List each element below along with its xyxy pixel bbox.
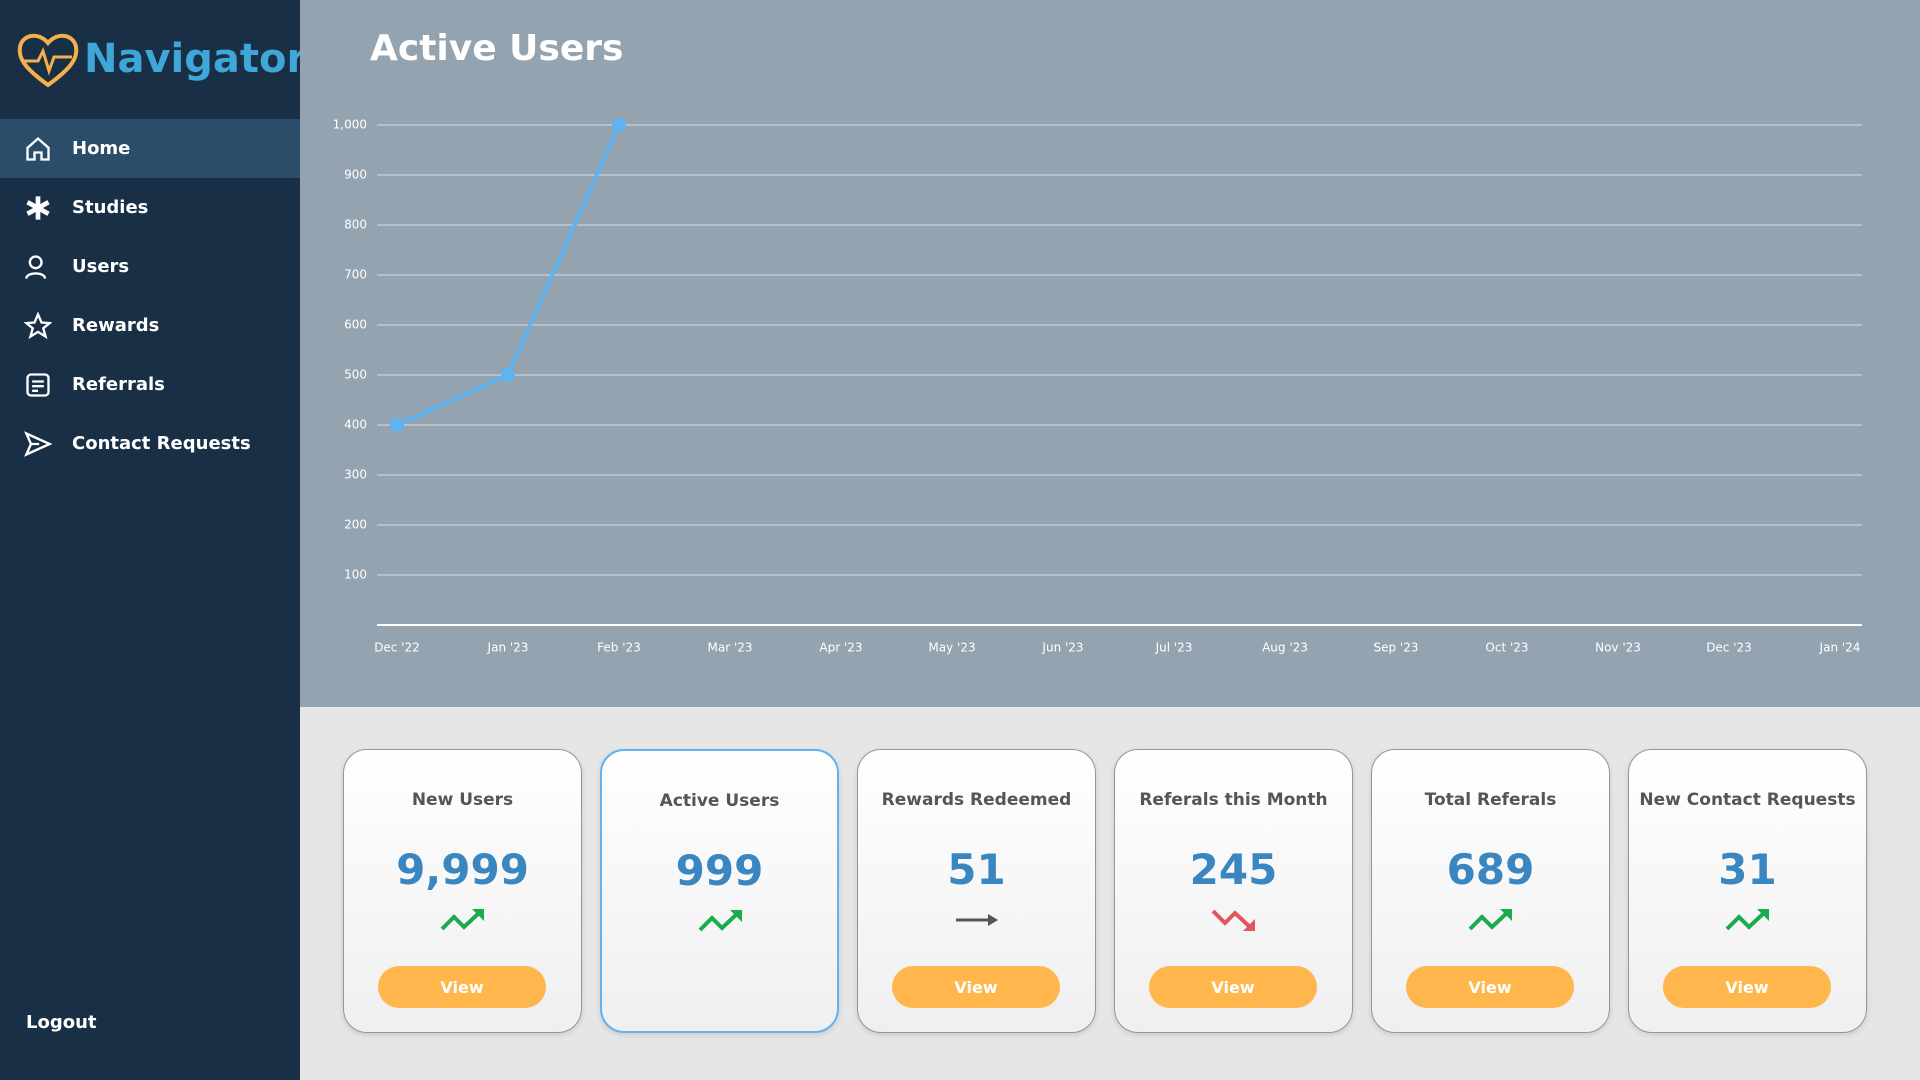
x-tick-label: Sep '23 xyxy=(1374,641,1419,655)
card-title: Active Users xyxy=(659,791,780,811)
x-tick-label: Mar '23 xyxy=(707,641,752,655)
y-tick-label: 400 xyxy=(344,418,367,432)
x-tick-label: Jan '24 xyxy=(1819,641,1861,655)
card-title: New Users xyxy=(411,790,514,810)
sidebar: Navigator® Home Studies Users Rewards Re… xyxy=(0,0,316,1080)
x-tick-label: Apr '23 xyxy=(819,641,862,655)
nav-rewards[interactable]: Rewards xyxy=(0,296,300,355)
y-tick-label: 500 xyxy=(344,368,367,382)
icon xyxy=(24,311,52,339)
view-button[interactable]: View xyxy=(1663,966,1831,1008)
x-tick-label: Nov '23 xyxy=(1595,641,1641,655)
card: Total Referals 689 View xyxy=(1371,749,1610,1033)
view-button[interactable]: View xyxy=(378,966,546,1008)
nav-home[interactable]: Home xyxy=(0,119,300,178)
chart-panel: Active Users 100 200 300 400 500 600 700 800 900… xyxy=(300,0,1920,707)
nav-label: Users xyxy=(72,256,130,277)
trend-up xyxy=(1468,909,1512,931)
x-tick-label: Dec '23 xyxy=(1706,641,1752,655)
logo-icon xyxy=(17,33,79,88)
trend-up xyxy=(1725,909,1769,931)
y-tick-label: 600 xyxy=(344,318,367,332)
card: New Contact Requests 31 View xyxy=(1628,749,1867,1033)
card-value: 999 xyxy=(675,846,764,895)
card: Rewards Redeemed 51 View xyxy=(857,749,1096,1033)
x-tick-label: Jun '23 xyxy=(1041,641,1083,655)
icon xyxy=(25,254,47,279)
x-tick-label: Dec '22 xyxy=(374,641,420,655)
icon xyxy=(26,195,50,220)
point xyxy=(390,418,404,432)
trend-up xyxy=(698,910,742,932)
nav-studies[interactable]: Studies xyxy=(0,178,300,237)
card-title: Rewards Redeemed xyxy=(881,790,1072,810)
trend-down xyxy=(1211,909,1255,931)
nav-label: Studies xyxy=(72,197,149,218)
nav-contact-requests[interactable]: Contact Requests xyxy=(0,414,300,473)
x-tick-label: Aug '23 xyxy=(1262,641,1308,655)
card-value: 245 xyxy=(1189,845,1278,894)
nav-referrals[interactable]: Referrals xyxy=(0,355,300,414)
trend-flat xyxy=(956,914,998,926)
chart: Active Users 100 200 300 400 500 600 700 800 900… xyxy=(333,28,1862,655)
icon xyxy=(26,136,50,161)
y-tick-label: 300 xyxy=(344,468,367,482)
nav-users[interactable]: Users xyxy=(0,237,300,296)
nav-label: Rewards xyxy=(72,315,160,336)
card-title: New Contact Requests xyxy=(1639,790,1856,810)
icon xyxy=(26,372,50,397)
view-button[interactable]: View xyxy=(1406,966,1574,1008)
view-button[interactable]: View xyxy=(1149,966,1317,1008)
x-tick-label: Feb '23 xyxy=(597,641,641,655)
card-value: 51 xyxy=(947,845,1006,894)
x-tick-label: Oct '23 xyxy=(1485,641,1528,655)
point xyxy=(612,118,626,132)
logo[interactable]: Navigator® xyxy=(16,24,316,94)
card-value: 9,999 xyxy=(396,845,529,894)
x-tick-label: Jan '23 xyxy=(487,641,529,655)
nav-label: Home xyxy=(72,138,131,159)
card-value: 31 xyxy=(1718,845,1777,894)
card: Active Users 999 xyxy=(600,749,839,1033)
card: Referals this Month 245 View xyxy=(1114,749,1353,1033)
y-tick-label: 200 xyxy=(344,518,367,532)
chart-title: Active Users xyxy=(370,28,623,69)
y-tick-label: 100 xyxy=(344,568,367,582)
nav-label: Contact Requests xyxy=(72,433,251,454)
x-tick-label: Jul '23 xyxy=(1155,641,1193,655)
x-tick-label: May '23 xyxy=(928,641,975,655)
card: New Users 9,999 View xyxy=(343,749,582,1033)
y-tick-label: 700 xyxy=(344,268,367,282)
icon xyxy=(24,430,52,457)
trend-up xyxy=(440,909,484,931)
logout[interactable]: Logout xyxy=(26,1012,97,1033)
card-title: Referals this Month xyxy=(1139,790,1328,810)
y-tick-label: 1,000 xyxy=(333,118,367,132)
point xyxy=(501,368,515,382)
card-title: Total Referals xyxy=(1424,790,1557,810)
view-button[interactable]: View xyxy=(892,966,1060,1008)
nav-label: Referrals xyxy=(72,374,165,395)
y-tick-label: 900 xyxy=(344,168,367,182)
card-value: 689 xyxy=(1446,845,1535,894)
y-tick-label: 800 xyxy=(344,218,367,232)
logo-text: Navigator xyxy=(84,36,307,82)
